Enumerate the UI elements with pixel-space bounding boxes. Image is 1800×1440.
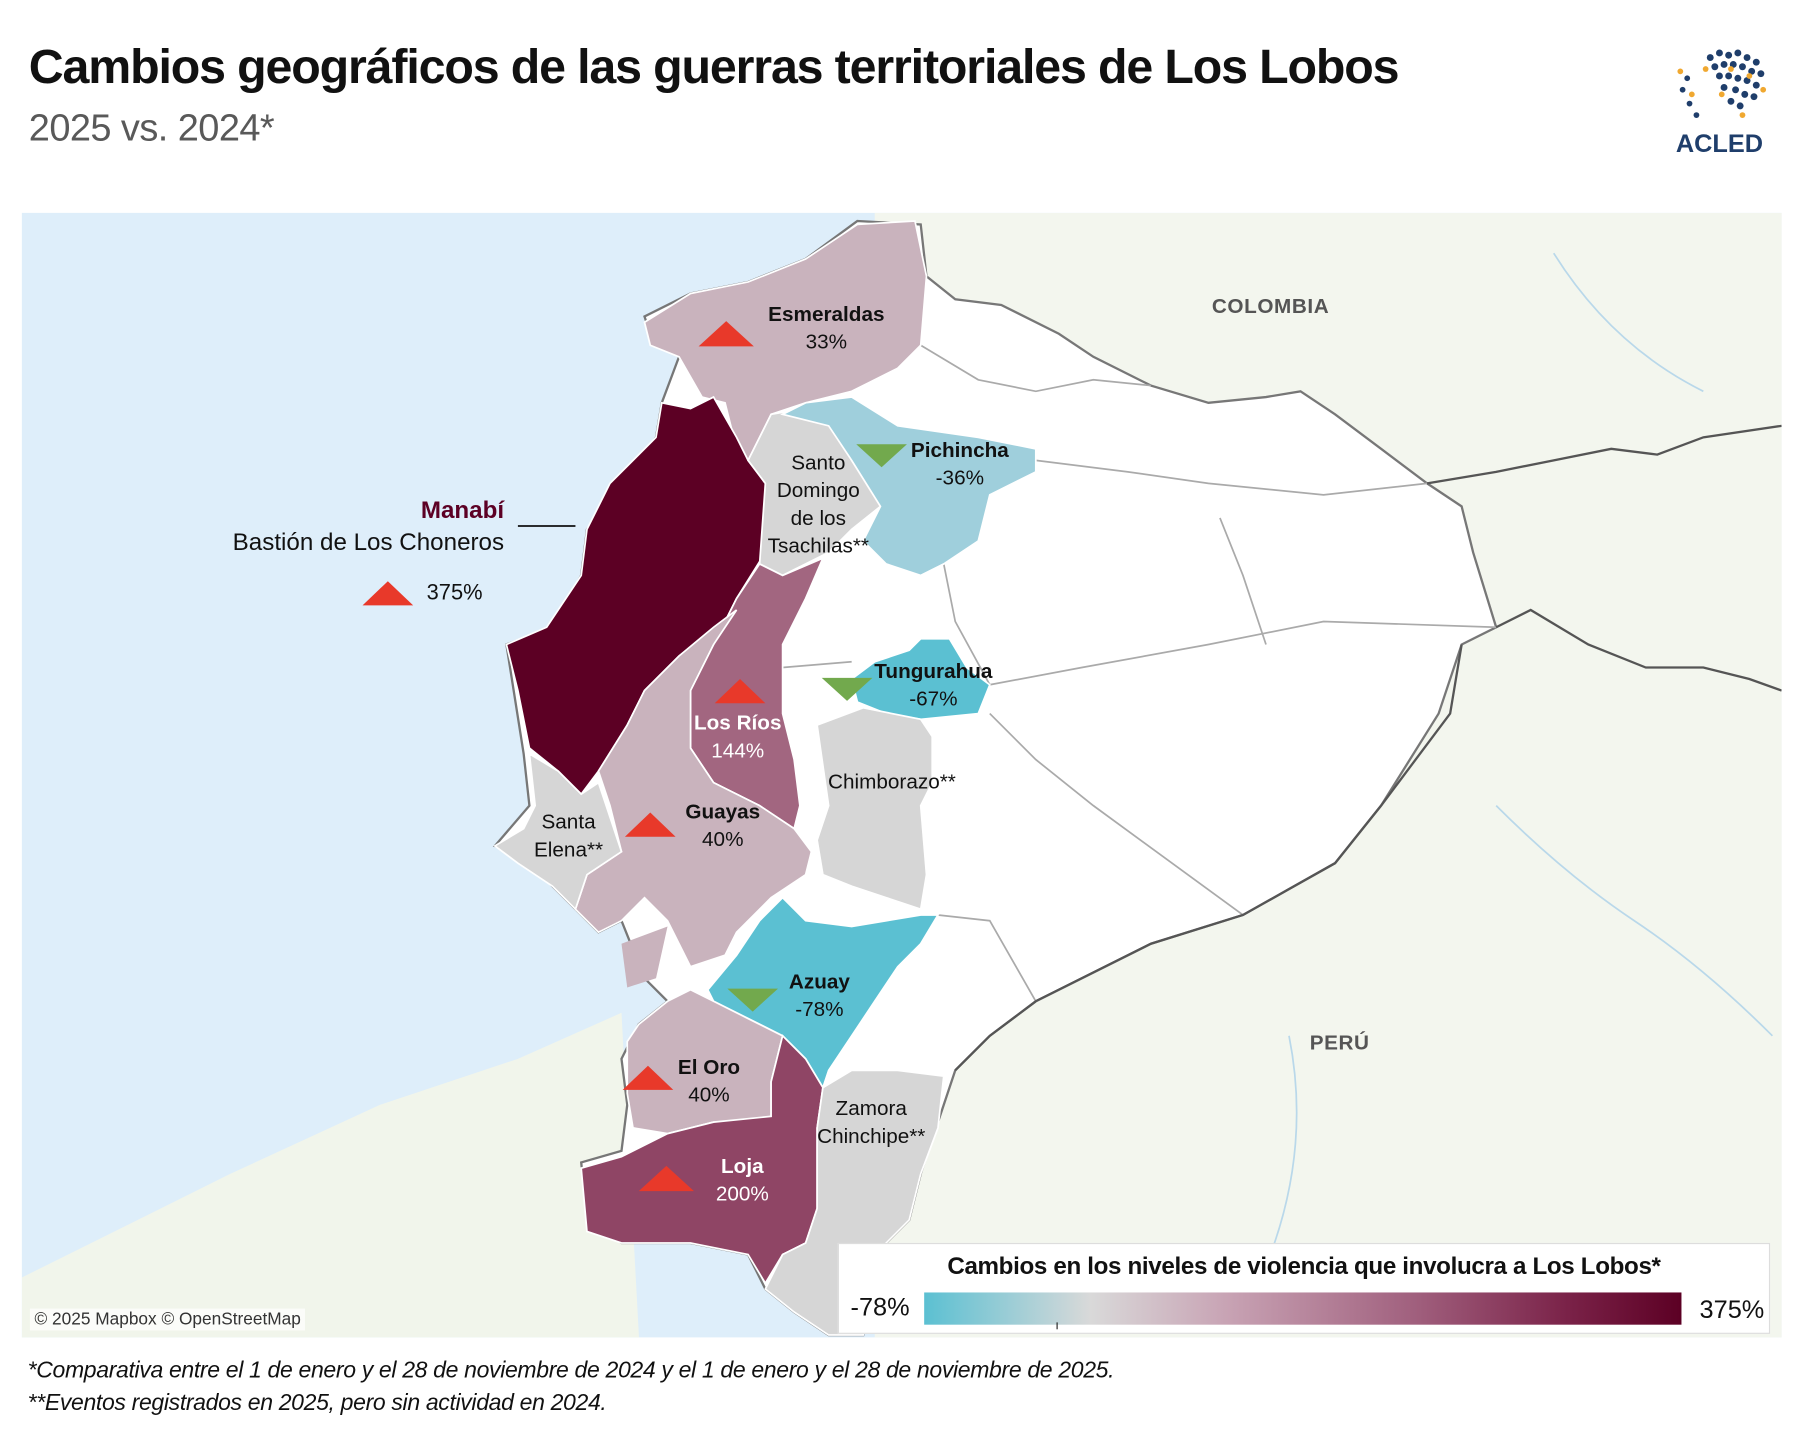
province-value: 40%: [702, 827, 744, 851]
province-chimborazo[interactable]: [816, 706, 934, 911]
country-label-peru: PERÚ: [1309, 1031, 1370, 1055]
map-attribution[interactable]: © 2025 Mapbox © OpenStreetMap: [29, 1308, 306, 1331]
label-tungurahua: Tungurahua -67%: [874, 657, 992, 712]
guayas-island: [621, 926, 668, 988]
label-line: Chinchipe**: [817, 1124, 926, 1148]
province-name: Guayas: [685, 799, 761, 823]
label-guayas: Guayas 40%: [685, 798, 760, 853]
increase-triangle-icon: [638, 1165, 694, 1192]
label-zamora-chinchipe: Zamora Chinchipe**: [817, 1095, 925, 1150]
increase-triangle-icon: [698, 321, 754, 347]
color-legend: Cambios en los niveles de violencia que …: [837, 1242, 1771, 1334]
colombia-border: [1426, 424, 1782, 692]
province-name: Pichincha: [910, 438, 1009, 462]
province-value: 40%: [688, 1082, 730, 1107]
province-name: Los Ríos: [693, 711, 782, 735]
label-el-oro: El Oro 40%: [678, 1053, 740, 1108]
footnote-1: *Comparativa entre el 1 de enero y el 28…: [27, 1358, 1115, 1384]
province-santa-elena[interactable]: [493, 752, 623, 911]
province-zamora-chinchipe[interactable]: [764, 1069, 945, 1336]
legend-min: -78%: [850, 1292, 910, 1322]
label-esmeraldas: Esmeraldas 33%: [768, 300, 884, 355]
label-loja: Loja 200%: [716, 1152, 769, 1207]
label-pichincha: Pichincha -36%: [911, 436, 1009, 491]
label-azuay: Azuay -78%: [789, 968, 850, 1023]
increase-triangle-icon: [624, 812, 676, 837]
land-peru-coast: [21, 1012, 639, 1338]
label-santa-elena: Santa Elena**: [534, 808, 603, 863]
label-line: Tsachilas**: [767, 534, 869, 558]
legend-max: 375%: [1699, 1294, 1765, 1324]
label-line: Domingo: [776, 478, 860, 502]
page-subtitle: 2025 vs. 2024*: [28, 105, 275, 149]
manabi-value: 375%: [426, 581, 483, 606]
map-canvas: [21, 212, 1782, 1338]
province-borders: [782, 344, 1497, 1002]
province-value: -67%: [909, 687, 958, 711]
label-chimborazo: Chimborazo**: [828, 769, 956, 793]
province-value: 33%: [805, 330, 848, 354]
manabi-callout: Manabí Bastión de Los Choneros: [233, 495, 504, 559]
decrease-triangle-icon: [727, 988, 779, 1012]
footnote-2: **Eventos registrados en 2025, pero sin …: [27, 1390, 607, 1416]
province-name: Tungurahua: [874, 659, 993, 683]
page-title: Cambios geográficos de las guerras terri…: [28, 39, 1400, 94]
legend-title: Cambios en los niveles de violencia que …: [947, 1253, 1661, 1280]
manabi-note: Bastión de Los Choneros: [232, 529, 505, 556]
province-name: Loja: [721, 1154, 764, 1178]
label-line: Elena**: [533, 837, 604, 861]
trend-markers: [362, 321, 907, 1192]
peru-border: [954, 644, 1463, 1072]
manabi-name: Manabí: [420, 497, 505, 524]
decrease-triangle-icon: [821, 677, 873, 701]
province-guayas[interactable]: [574, 609, 813, 968]
legend-zero-tick: [1056, 1322, 1058, 1330]
label-santo-domingo: Santo Domingo de los Tsachilas**: [768, 449, 869, 559]
legend-gradient-bar: [924, 1292, 1682, 1330]
province-name: Azuay: [788, 970, 850, 994]
acled-logo: ACLED: [1664, 44, 1774, 159]
increase-triangle-icon: [622, 1065, 674, 1090]
province-pichincha[interactable]: [780, 396, 1037, 577]
label-line: de los: [790, 506, 846, 530]
country-label-colombia: COLOMBIA: [1211, 294, 1330, 318]
label-line: Santa: [541, 810, 596, 834]
increase-triangle-icon: [714, 679, 766, 704]
province-value: 200%: [715, 1181, 769, 1205]
decrease-triangle-icon: [856, 444, 907, 468]
label-los-rios: Los Ríos 144%: [694, 709, 781, 764]
province-name: Esmeraldas: [768, 302, 885, 326]
label-line: Santo: [791, 451, 846, 475]
province-esmeraldas[interactable]: [643, 220, 928, 462]
globe-dots-icon: [1677, 49, 1767, 118]
logo-text: ACLED: [1675, 128, 1764, 158]
rivers: [1265, 252, 1773, 1267]
increase-triangle-icon: [362, 581, 414, 606]
province-value: -78%: [795, 997, 844, 1021]
label-line: Zamora: [835, 1096, 907, 1120]
province-name: El Oro: [677, 1055, 741, 1079]
map[interactable]: [21, 212, 1782, 1338]
province-value: -36%: [935, 466, 985, 490]
province-value: 144%: [711, 738, 765, 762]
